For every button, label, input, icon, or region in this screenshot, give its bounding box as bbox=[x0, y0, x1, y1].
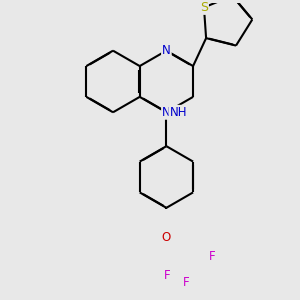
Text: N: N bbox=[162, 106, 171, 119]
Text: F: F bbox=[209, 250, 215, 263]
Text: F: F bbox=[164, 269, 171, 282]
Text: NH: NH bbox=[169, 106, 187, 119]
Text: S: S bbox=[200, 1, 208, 14]
Text: O: O bbox=[162, 231, 171, 244]
Text: F: F bbox=[183, 276, 189, 290]
Text: N: N bbox=[162, 44, 171, 57]
